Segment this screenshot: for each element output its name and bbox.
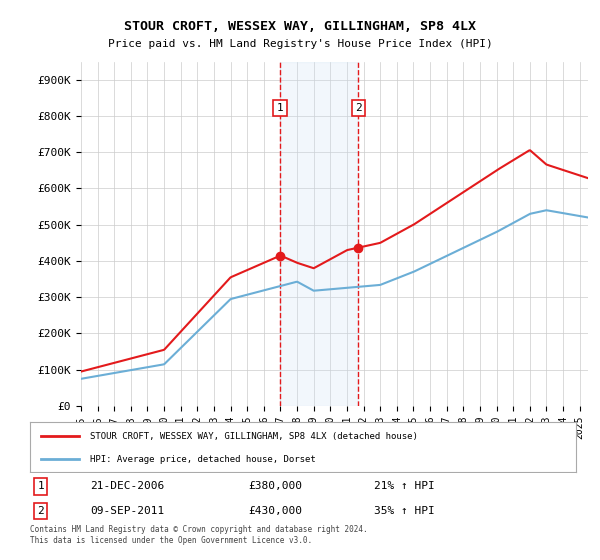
Text: Price paid vs. HM Land Registry's House Price Index (HPI): Price paid vs. HM Land Registry's House … <box>107 39 493 49</box>
Text: HPI: Average price, detached house, Dorset: HPI: Average price, detached house, Dors… <box>90 455 316 464</box>
Text: 35% ↑ HPI: 35% ↑ HPI <box>374 506 435 516</box>
Text: 09-SEP-2011: 09-SEP-2011 <box>90 506 164 516</box>
Text: £380,000: £380,000 <box>248 482 302 492</box>
Text: 2: 2 <box>355 103 362 113</box>
Text: 1: 1 <box>38 482 44 492</box>
Text: 1: 1 <box>277 103 283 113</box>
Text: STOUR CROFT, WESSEX WAY, GILLINGHAM, SP8 4LX: STOUR CROFT, WESSEX WAY, GILLINGHAM, SP8… <box>124 20 476 32</box>
Text: STOUR CROFT, WESSEX WAY, GILLINGHAM, SP8 4LX (detached house): STOUR CROFT, WESSEX WAY, GILLINGHAM, SP8… <box>90 432 418 441</box>
Bar <box>280 62 358 406</box>
Text: Contains HM Land Registry data © Crown copyright and database right 2024.: Contains HM Land Registry data © Crown c… <box>30 525 368 534</box>
Text: 21-DEC-2006: 21-DEC-2006 <box>90 482 164 492</box>
Text: This data is licensed under the Open Government Licence v3.0.: This data is licensed under the Open Gov… <box>30 536 312 545</box>
Text: 2: 2 <box>38 506 44 516</box>
Text: £430,000: £430,000 <box>248 506 302 516</box>
Text: 21% ↑ HPI: 21% ↑ HPI <box>374 482 435 492</box>
